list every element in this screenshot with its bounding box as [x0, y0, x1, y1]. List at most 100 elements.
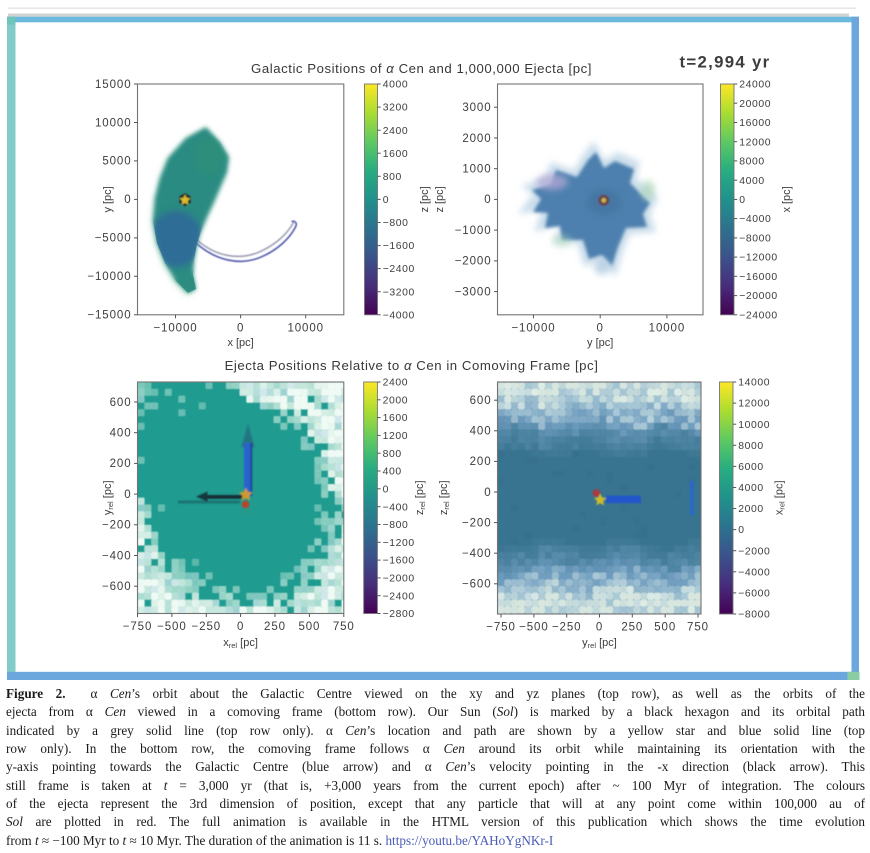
- svg-text:0: 0: [124, 489, 131, 501]
- svg-text:250: 250: [621, 622, 643, 634]
- svg-text:−24000: −24000: [739, 310, 778, 321]
- svg-text:−200: −200: [102, 520, 132, 532]
- svg-text:10000: 10000: [738, 420, 770, 431]
- svg-text:−2800: −2800: [383, 609, 415, 620]
- svg-text:14000: 14000: [738, 378, 770, 389]
- svg-text:3200: 3200: [383, 103, 409, 114]
- svg-text:−3000: −3000: [455, 286, 492, 298]
- svg-text:2400: 2400: [383, 378, 409, 389]
- svg-text:600: 600: [110, 397, 132, 409]
- svg-text:0: 0: [738, 525, 744, 536]
- svg-text:−15000: −15000: [87, 310, 131, 322]
- svg-text:6000: 6000: [738, 462, 764, 473]
- svg-text:−8000: −8000: [738, 610, 770, 621]
- svg-text:x [pc]: x [pc]: [227, 337, 253, 349]
- svg-text:10000: 10000: [95, 117, 131, 129]
- svg-text:−8000: −8000: [739, 233, 771, 244]
- svg-text:0: 0: [739, 195, 745, 206]
- svg-text:−5000: −5000: [95, 233, 132, 245]
- svg-text:−750: −750: [123, 621, 153, 633]
- svg-text:2400: 2400: [383, 126, 409, 137]
- svg-text:0: 0: [596, 622, 603, 634]
- svg-text:−10000: −10000: [153, 322, 197, 334]
- svg-text:−1200: −1200: [383, 538, 415, 549]
- svg-text:−600: −600: [102, 581, 132, 593]
- svg-text:−500: −500: [519, 622, 549, 634]
- svg-text:4000: 4000: [739, 176, 765, 187]
- svg-text:0: 0: [597, 322, 604, 334]
- svg-text:1600: 1600: [383, 149, 409, 160]
- svg-text:−20000: −20000: [739, 291, 778, 302]
- svg-text:250: 250: [264, 621, 286, 633]
- svg-text:−200: −200: [462, 517, 492, 529]
- svg-text:xrel [pc]: xrel [pc]: [774, 480, 787, 515]
- svg-text:2000: 2000: [462, 133, 491, 145]
- svg-text:Ejecta Positions Relative to α: Ejecta Positions Relative to α Cen in Co…: [225, 358, 599, 373]
- svg-text:750: 750: [687, 622, 709, 634]
- svg-text:4000: 4000: [738, 483, 764, 494]
- svg-text:2000: 2000: [383, 395, 409, 406]
- svg-text:−800: −800: [383, 218, 409, 229]
- svg-text:−2400: −2400: [383, 591, 415, 602]
- svg-text:−10000: −10000: [511, 322, 555, 334]
- svg-text:0: 0: [484, 487, 491, 499]
- svg-text:−500: −500: [157, 621, 187, 633]
- svg-text:600: 600: [470, 395, 492, 407]
- svg-text:12000: 12000: [739, 137, 771, 148]
- svg-text:−1000: −1000: [455, 225, 492, 237]
- svg-text:12000: 12000: [738, 399, 770, 410]
- svg-text:200: 200: [470, 456, 492, 468]
- svg-text:−16000: −16000: [739, 272, 778, 283]
- svg-text:24000: 24000: [739, 80, 771, 91]
- svg-text:400: 400: [383, 467, 402, 478]
- svg-text:−2000: −2000: [383, 573, 415, 584]
- svg-text:750: 750: [333, 621, 355, 633]
- svg-text:x [pc]: x [pc]: [781, 186, 793, 212]
- svg-text:−2000: −2000: [455, 256, 492, 268]
- svg-text:−1600: −1600: [383, 556, 415, 567]
- svg-text:10000: 10000: [287, 322, 323, 334]
- svg-text:Galactic Positions of α Cen an: Galactic Positions of α Cen and 1,000,00…: [251, 61, 592, 76]
- svg-text:z [pc]: z [pc]: [419, 186, 431, 212]
- svg-text:4000: 4000: [383, 80, 409, 91]
- svg-text:−750: −750: [486, 622, 516, 634]
- svg-text:200: 200: [110, 458, 132, 470]
- svg-text:−4000: −4000: [383, 310, 415, 321]
- svg-text:−400: −400: [462, 548, 492, 560]
- svg-text:400: 400: [110, 428, 132, 440]
- svg-text:yrel [pc]: yrel [pc]: [582, 637, 617, 650]
- svg-text:z [pc]: z [pc]: [434, 186, 446, 212]
- svg-text:500: 500: [298, 621, 320, 633]
- svg-text:0: 0: [484, 194, 491, 206]
- svg-text:−1600: −1600: [383, 241, 415, 252]
- svg-text:−2400: −2400: [383, 264, 415, 275]
- svg-text:0: 0: [124, 194, 131, 206]
- svg-text:y [pc]: y [pc]: [102, 186, 114, 212]
- svg-text:−600: −600: [462, 579, 492, 591]
- svg-text:1200: 1200: [383, 431, 409, 442]
- svg-text:−4000: −4000: [738, 567, 770, 578]
- svg-text:−250: −250: [552, 622, 582, 634]
- svg-text:−4000: −4000: [739, 214, 771, 225]
- svg-text:0: 0: [237, 322, 244, 334]
- svg-text:−3200: −3200: [383, 287, 415, 298]
- svg-text:yrel [pc]: yrel [pc]: [102, 480, 115, 515]
- svg-text:8000: 8000: [738, 441, 764, 452]
- svg-text:zrel [pc]: zrel [pc]: [414, 480, 427, 515]
- svg-text:1600: 1600: [383, 413, 409, 424]
- svg-text:500: 500: [654, 622, 676, 634]
- svg-text:10000: 10000: [649, 322, 685, 334]
- svg-text:zrel [pc]: zrel [pc]: [438, 480, 451, 515]
- svg-text:−250: −250: [192, 621, 222, 633]
- svg-text:−400: −400: [383, 502, 409, 513]
- svg-text:400: 400: [470, 426, 492, 438]
- svg-text:y [pc]: y [pc]: [587, 337, 613, 349]
- svg-text:−2000: −2000: [738, 546, 770, 557]
- svg-text:−6000: −6000: [738, 589, 770, 600]
- svg-text:5000: 5000: [102, 156, 131, 168]
- svg-text:−400: −400: [102, 550, 132, 562]
- svg-text:0: 0: [383, 484, 389, 495]
- svg-text:1000: 1000: [462, 164, 491, 176]
- svg-text:16000: 16000: [739, 118, 771, 129]
- svg-text:800: 800: [383, 172, 402, 183]
